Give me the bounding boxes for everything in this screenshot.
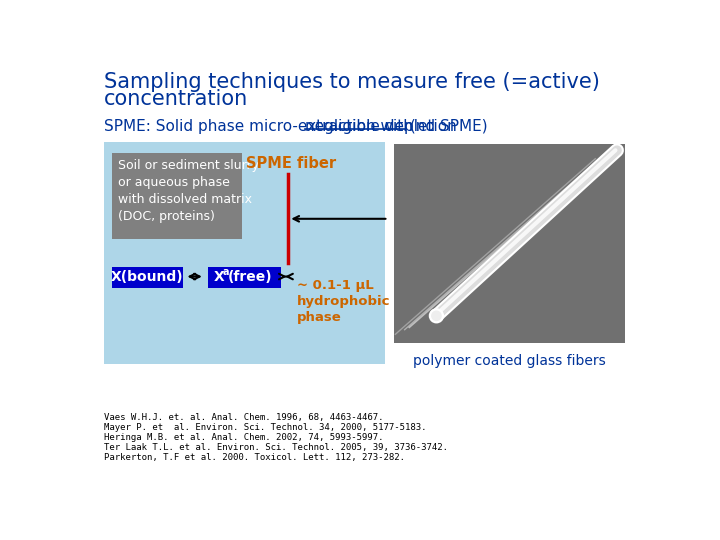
Text: Ter Laak T.L. et al. Environ. Sci. Technol. 2005, 39, 3736-3742.: Ter Laak T.L. et al. Environ. Sci. Techn… (104, 443, 448, 452)
Text: a: a (222, 267, 229, 276)
Text: Sampling techniques to measure free (=active): Sampling techniques to measure free (=ac… (104, 72, 600, 92)
FancyBboxPatch shape (112, 153, 242, 239)
Text: X: X (214, 271, 225, 285)
Text: Vaes W.H.J. et. al. Anal. Chem. 1996, 68, 4463-4467.: Vaes W.H.J. et. al. Anal. Chem. 1996, 68… (104, 413, 384, 422)
Text: (free): (free) (228, 271, 273, 285)
Text: ~ 0.1-1 μL
hydrophobic
phase: ~ 0.1-1 μL hydrophobic phase (297, 279, 390, 324)
Text: Parkerton, T.F et al. 2000. Toxicol. Lett. 112, 273-282.: Parkerton, T.F et al. 2000. Toxicol. Let… (104, 453, 405, 462)
Text: negligible depletion: negligible depletion (305, 119, 456, 134)
Text: (nd SPME): (nd SPME) (405, 119, 488, 134)
FancyBboxPatch shape (208, 267, 282, 288)
FancyBboxPatch shape (394, 144, 625, 343)
Text: Soil or sediment slurry
or aqueous phase
with dissolved matrix
(DOC, proteins): Soil or sediment slurry or aqueous phase… (118, 159, 259, 222)
Text: SPME: Solid phase micro-extraction with: SPME: Solid phase micro-extraction with (104, 119, 418, 134)
Text: X(bound): X(bound) (111, 271, 184, 285)
Circle shape (429, 309, 444, 323)
FancyBboxPatch shape (112, 267, 183, 288)
Text: SPME fiber: SPME fiber (246, 156, 336, 171)
Circle shape (432, 311, 441, 320)
Text: polymer coated glass fibers: polymer coated glass fibers (413, 354, 606, 368)
Text: concentration: concentration (104, 90, 248, 110)
Text: Heringa M.B. et al. Anal. Chem. 2002, 74, 5993-5997.: Heringa M.B. et al. Anal. Chem. 2002, 74… (104, 433, 384, 442)
Text: Mayer P. et  al. Environ. Sci. Technol. 34, 2000, 5177-5183.: Mayer P. et al. Environ. Sci. Technol. 3… (104, 423, 426, 432)
FancyBboxPatch shape (104, 142, 384, 363)
